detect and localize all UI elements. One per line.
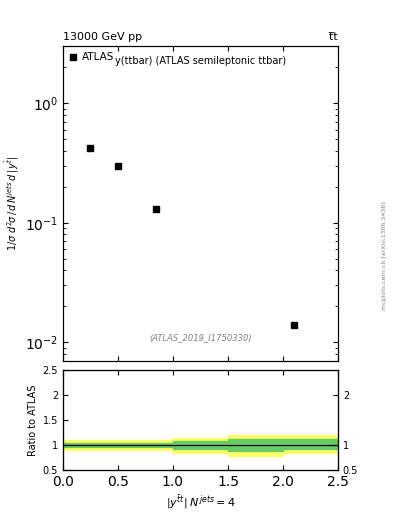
- X-axis label: $|y^{\bar{t}t}|\;N^{jets} = 4$: $|y^{\bar{t}t}|\;N^{jets} = 4$: [165, 493, 235, 511]
- Text: y(ttbar) (ATLAS semileptonic ttbar): y(ttbar) (ATLAS semileptonic ttbar): [115, 55, 286, 66]
- ATLAS: [154, 206, 159, 212]
- Text: mcplots.cern.ch [arXiv:1306.3436]: mcplots.cern.ch [arXiv:1306.3436]: [382, 202, 387, 310]
- ATLAS: [88, 145, 93, 152]
- ATLAS: [292, 322, 296, 328]
- Text: t̅t: t̅t: [329, 32, 338, 42]
- Text: (ATLAS_2019_I1750330): (ATLAS_2019_I1750330): [149, 333, 252, 342]
- Text: 13000 GeV pp: 13000 GeV pp: [63, 32, 142, 42]
- Legend: ATLAS: ATLAS: [66, 49, 117, 66]
- ATLAS: [116, 163, 120, 169]
- Y-axis label: Ratio to ATLAS: Ratio to ATLAS: [28, 385, 39, 456]
- Line: ATLAS: ATLAS: [87, 145, 298, 328]
- Y-axis label: $1/\sigma\;d^2\!\sigma\,/\,d\,N^{jets}\,d\,|y^{\bar{t}}|$: $1/\sigma\;d^2\!\sigma\,/\,d\,N^{jets}\,…: [4, 156, 21, 251]
